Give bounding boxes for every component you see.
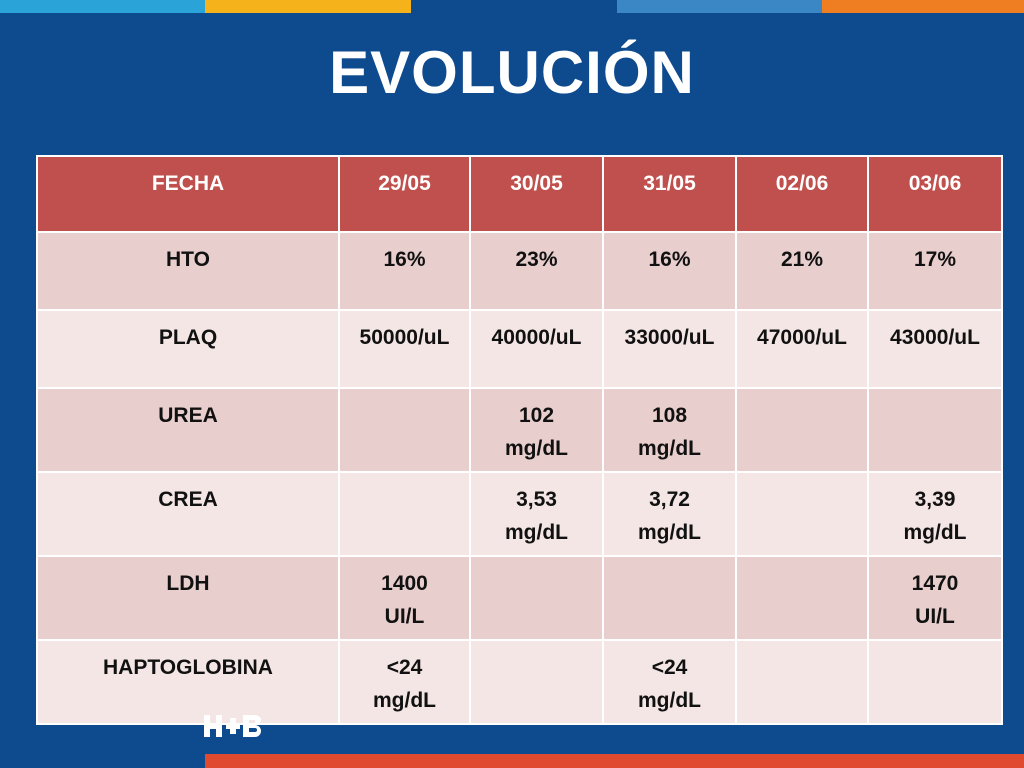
table-cell: 43000/uL [867,309,1003,389]
bottom-color-bar [0,754,1024,768]
table-cell [469,555,604,641]
top-bar-segment-lightblue [617,0,822,13]
table-cell [735,471,869,557]
row-label: UREA [36,387,340,473]
top-bar-segment-yellow [205,0,411,13]
table-cell: 47000/uL [735,309,869,389]
top-color-bar [0,0,1024,13]
table-cell: 16% [338,231,471,311]
table-cell [469,639,604,725]
bottom-bar-segment-blue [0,754,205,768]
table-cell [735,555,869,641]
table-cell: 40000/uL [469,309,604,389]
table-header-row: FECHA 29/05 30/05 31/05 02/06 03/06 [36,155,1003,233]
hb-logo [203,712,265,745]
table-row-urea: UREA 102 mg/dL 108 mg/dL [36,387,1003,473]
table-row-hto: HTO 16% 23% 16% 21% 17% [36,231,1003,311]
table-cell: 1470 UI/L [867,555,1003,641]
table-cell: 17% [867,231,1003,311]
row-label: LDH [36,555,340,641]
table-cell: <24 mg/dL [338,639,471,725]
table-cell: 21% [735,231,869,311]
table-row-plaq: PLAQ 50000/uL 40000/uL 33000/uL 47000/uL… [36,309,1003,389]
table-cell: 33000/uL [602,309,737,389]
header-cell-date: 30/05 [469,155,604,233]
table-cell: 50000/uL [338,309,471,389]
header-cell-date: 03/06 [867,155,1003,233]
table-cell: 108 mg/dL [602,387,737,473]
header-cell-date: 29/05 [338,155,471,233]
table-cell: 3,39 mg/dL [867,471,1003,557]
row-label: PLAQ [36,309,340,389]
slide-title: EVOLUCIÓN [329,39,695,106]
header-cell-fecha: FECHA [36,155,340,233]
table-cell [867,639,1003,725]
table-cell: 1400 UI/L [338,555,471,641]
table-cell: <24 mg/dL [602,639,737,725]
hb-logo-icon [204,715,261,737]
table-cell: 3,72 mg/dL [602,471,737,557]
table-cell [867,387,1003,473]
table-cell [735,639,869,725]
header-cell-date: 02/06 [735,155,869,233]
row-label: HAPTOGLOBINA [36,639,340,725]
header-cell-date: 31/05 [602,155,737,233]
evolution-table: FECHA 29/05 30/05 31/05 02/06 03/06 HTO … [36,155,1003,725]
top-bar-segment-orange [822,0,1024,13]
table-cell: 23% [469,231,604,311]
table-cell [735,387,869,473]
table-cell [602,555,737,641]
row-label: CREA [36,471,340,557]
table-row-ldh: LDH 1400 UI/L 1470 UI/L [36,555,1003,641]
table-cell: 3,53 mg/dL [469,471,604,557]
table-cell [338,471,471,557]
table-cell: 102 mg/dL [469,387,604,473]
row-label: HTO [36,231,340,311]
table-row-haptoglobina: HAPTOGLOBINA <24 mg/dL <24 mg/dL [36,639,1003,725]
top-bar-segment-blue [411,0,617,13]
table-cell [338,387,471,473]
top-bar-segment-cyan [0,0,205,13]
table-cell: 16% [602,231,737,311]
table-row-crea: CREA 3,53 mg/dL 3,72 mg/dL 3,39 mg/dL [36,471,1003,557]
